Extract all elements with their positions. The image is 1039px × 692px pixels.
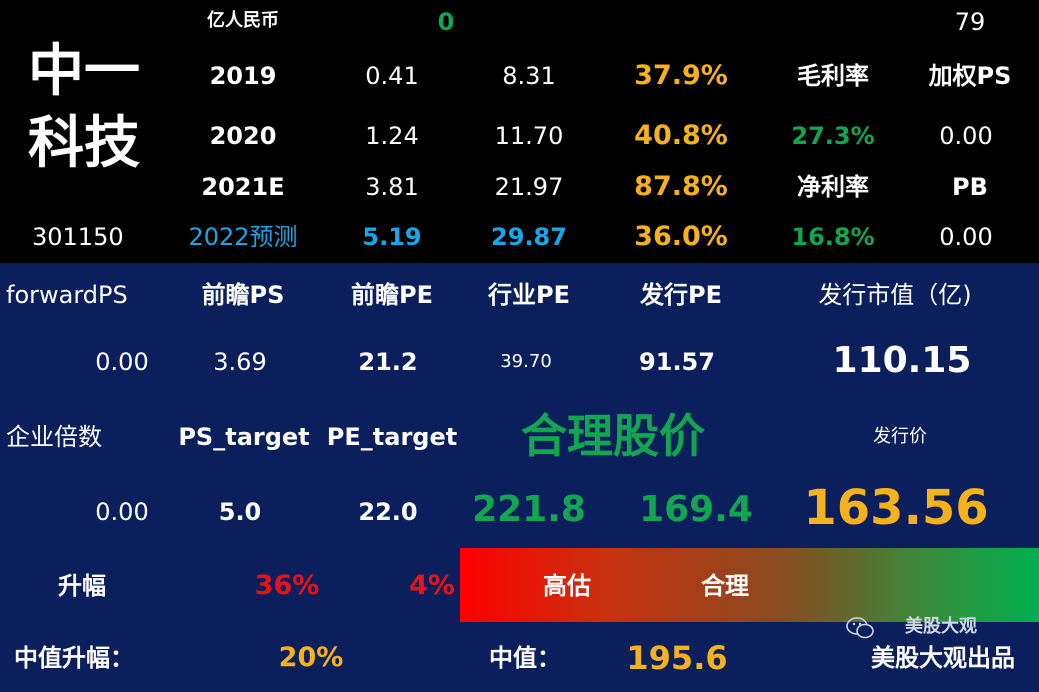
pe-2020: 11.70	[494, 122, 564, 150]
median-label: 中值：	[489, 644, 561, 672]
rise-value-2: 4%	[409, 570, 455, 601]
fair-label: 合理	[701, 572, 749, 600]
rev-2021e: 3.81	[365, 173, 419, 201]
growth-2021e: 87.8%	[634, 171, 728, 202]
qianzhan-pe-value: 21.2	[358, 348, 418, 376]
rise-value-1: 36%	[254, 570, 320, 601]
industry-pe-value: 39.70	[500, 351, 552, 372]
ps-target-value: 5.0	[218, 498, 262, 526]
qianzhan-ps-value: 3.69	[213, 348, 267, 376]
median-value: 195.6	[626, 639, 728, 677]
stock-code: 301150	[32, 223, 124, 251]
watermark-top-text: 美股大观	[905, 616, 977, 637]
industry-pe-label: 行业PE	[488, 281, 570, 309]
growth-2020: 40.8%	[634, 120, 728, 151]
company-name-line1: 中一	[28, 39, 140, 104]
net-margin-value: 16.8%	[791, 223, 875, 251]
forward-ps-label: forwardPS	[6, 281, 128, 309]
ev-value: 0.00	[95, 498, 149, 526]
net-margin-label: 净利率	[797, 173, 869, 201]
pe-2021e: 21.97	[494, 173, 564, 201]
gross-margin-label: 毛利率	[797, 62, 869, 90]
ipo-pe-value: 91.57	[639, 348, 715, 376]
qianzhan-pe-label: 前瞻PE	[351, 281, 433, 309]
pe-2019: 8.31	[502, 62, 556, 90]
year-2020: 2020	[209, 122, 277, 150]
growth-2022: 36.0%	[634, 221, 728, 252]
valuation-gradient-bar	[460, 548, 1039, 622]
wechat-icon	[846, 617, 874, 639]
ipo-pe-label: 发行PE	[640, 281, 722, 309]
ipo-price-value: 163.56	[803, 480, 989, 536]
growth-2019: 37.9%	[634, 60, 728, 91]
company-name-line2: 科技	[28, 111, 140, 176]
pe-2022: 29.87	[491, 223, 567, 251]
top-panel	[0, 0, 1039, 263]
pb-label: PB	[952, 173, 988, 201]
year-2022-forecast: 2022预测	[188, 223, 298, 251]
forward-ps-value: 0.00	[95, 348, 149, 376]
gross-margin-value: 27.3%	[791, 122, 875, 150]
overvalued-label: 高估	[543, 572, 591, 600]
rev-2022: 5.19	[362, 223, 422, 251]
value-79: 79	[954, 8, 986, 36]
pe-target-label: PE_target	[326, 423, 458, 451]
ipo-price-label: 发行价	[873, 426, 927, 447]
watermark-bottom-text: 美股大观出品	[871, 644, 1015, 672]
year-2021e: 2021E	[201, 173, 285, 201]
qianzhan-ps-label: 前瞻PS	[201, 281, 285, 309]
zero-value: 0	[437, 8, 455, 36]
bottom-panel	[0, 263, 1039, 692]
ps-target-label: PS_target	[178, 423, 310, 451]
fair-price-value-2: 169.4	[639, 489, 753, 530]
median-rise-label: 中值升幅：	[14, 644, 134, 672]
weighted-ps-value: 0.00	[939, 122, 993, 150]
ipo-mcap-value: 110.15	[832, 340, 972, 381]
unit-label: 亿人民币	[207, 10, 279, 31]
weighted-ps-label: 加权PS	[928, 62, 1012, 90]
rev-2019: 0.41	[365, 62, 419, 90]
year-2019: 2019	[209, 62, 277, 90]
rise-label: 升幅	[58, 572, 106, 600]
fair-price-value-1: 221.8	[472, 489, 586, 530]
median-rise-value: 20%	[278, 642, 344, 673]
ipo-mcap-label: 发行市值（亿)	[818, 281, 972, 309]
pb-value: 0.00	[939, 223, 993, 251]
pe-target-value: 22.0	[358, 498, 418, 526]
rev-2020: 1.24	[365, 122, 419, 150]
fair-price-label: 合理股价	[521, 409, 705, 463]
ev-label: 企业倍数	[6, 423, 102, 451]
